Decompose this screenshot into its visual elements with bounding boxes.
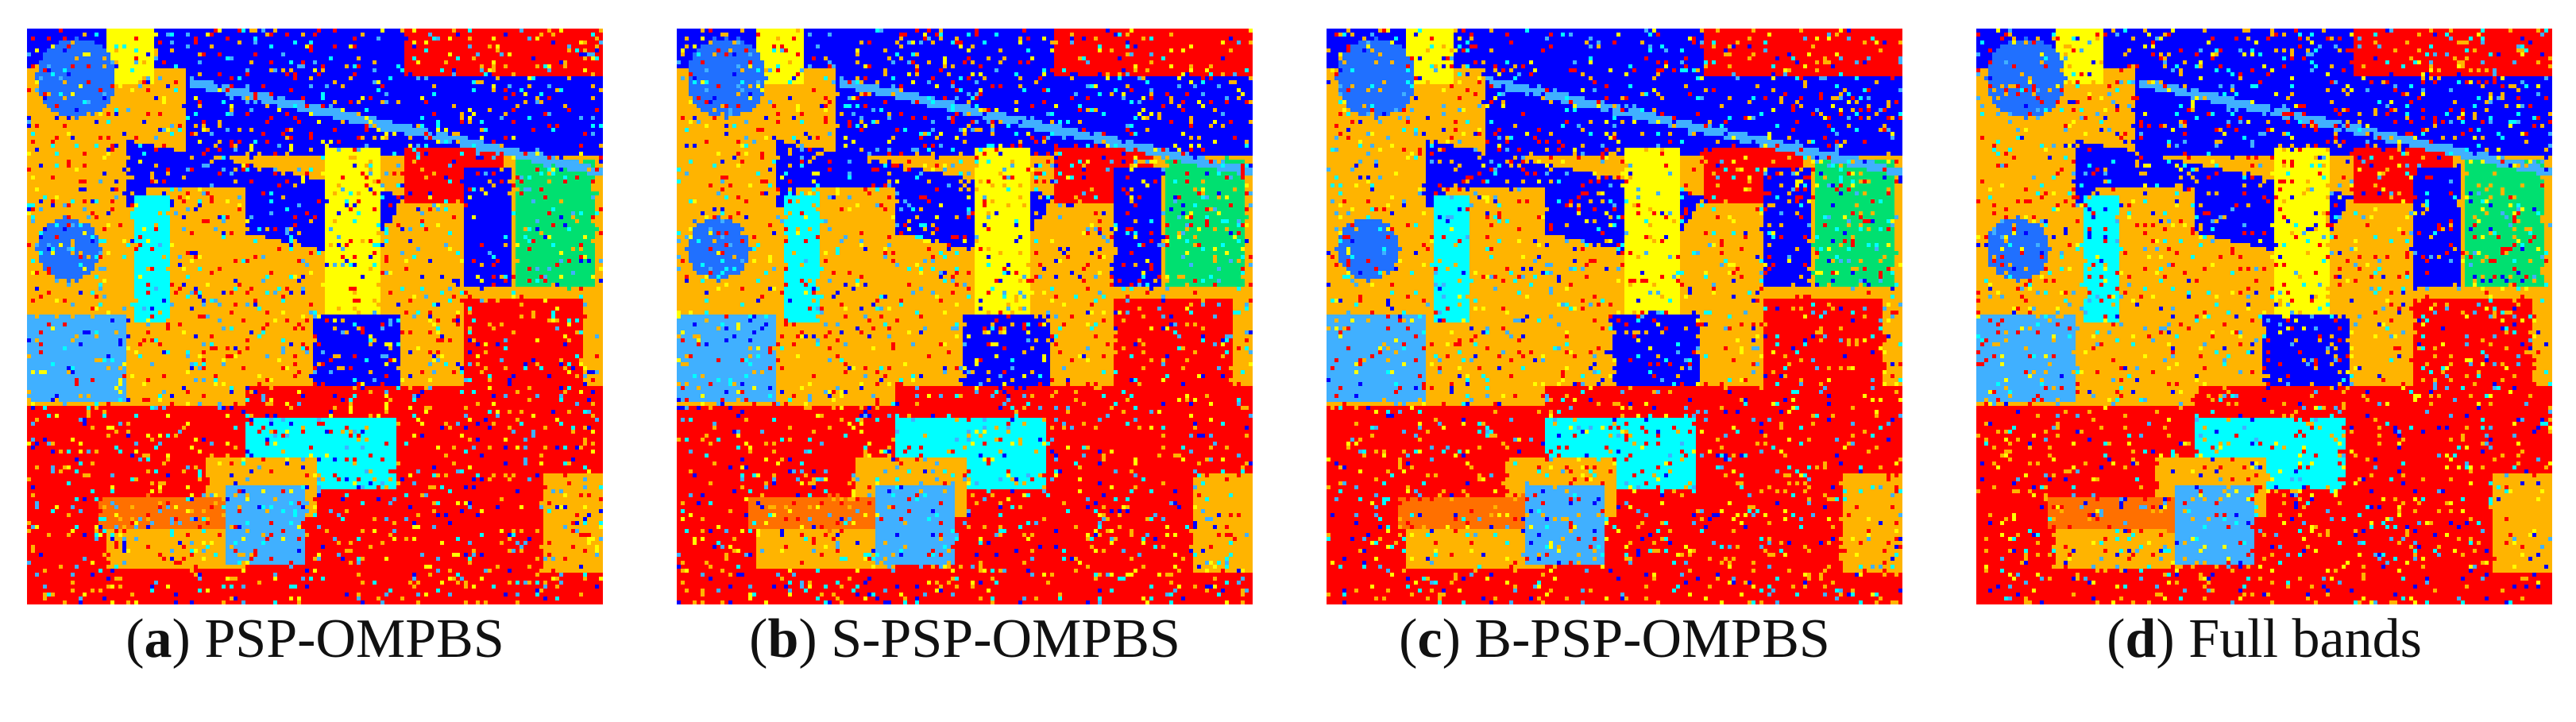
caption-c: (c) B-PSP-OMPBS: [1399, 608, 1830, 670]
panel-c: [1327, 29, 1902, 604]
caption-letter: c: [1417, 608, 1442, 670]
panel-a: [27, 29, 603, 604]
caption-letter: b: [767, 608, 799, 670]
caption-a: (a) PSP-OMPBS: [126, 608, 504, 670]
caption-letter: a: [144, 608, 172, 670]
classification-map-a: [27, 29, 603, 604]
panel-d: [1976, 29, 2552, 604]
caption-d: (d) Full bands: [2107, 608, 2422, 670]
classification-map-d: [1976, 29, 2552, 604]
caption-text: S-PSP-OMPBS: [831, 608, 1180, 670]
caption-b: (b) S-PSP-OMPBS: [749, 608, 1180, 670]
caption-text: Full bands: [2188, 608, 2422, 670]
caption-letter: d: [2125, 608, 2157, 670]
classification-map-b: [677, 29, 1253, 604]
caption-text: PSP-OMPBS: [204, 608, 504, 670]
caption-text: B-PSP-OMPBS: [1474, 608, 1830, 670]
panel-b: [677, 29, 1253, 604]
classification-map-c: [1327, 29, 1902, 604]
